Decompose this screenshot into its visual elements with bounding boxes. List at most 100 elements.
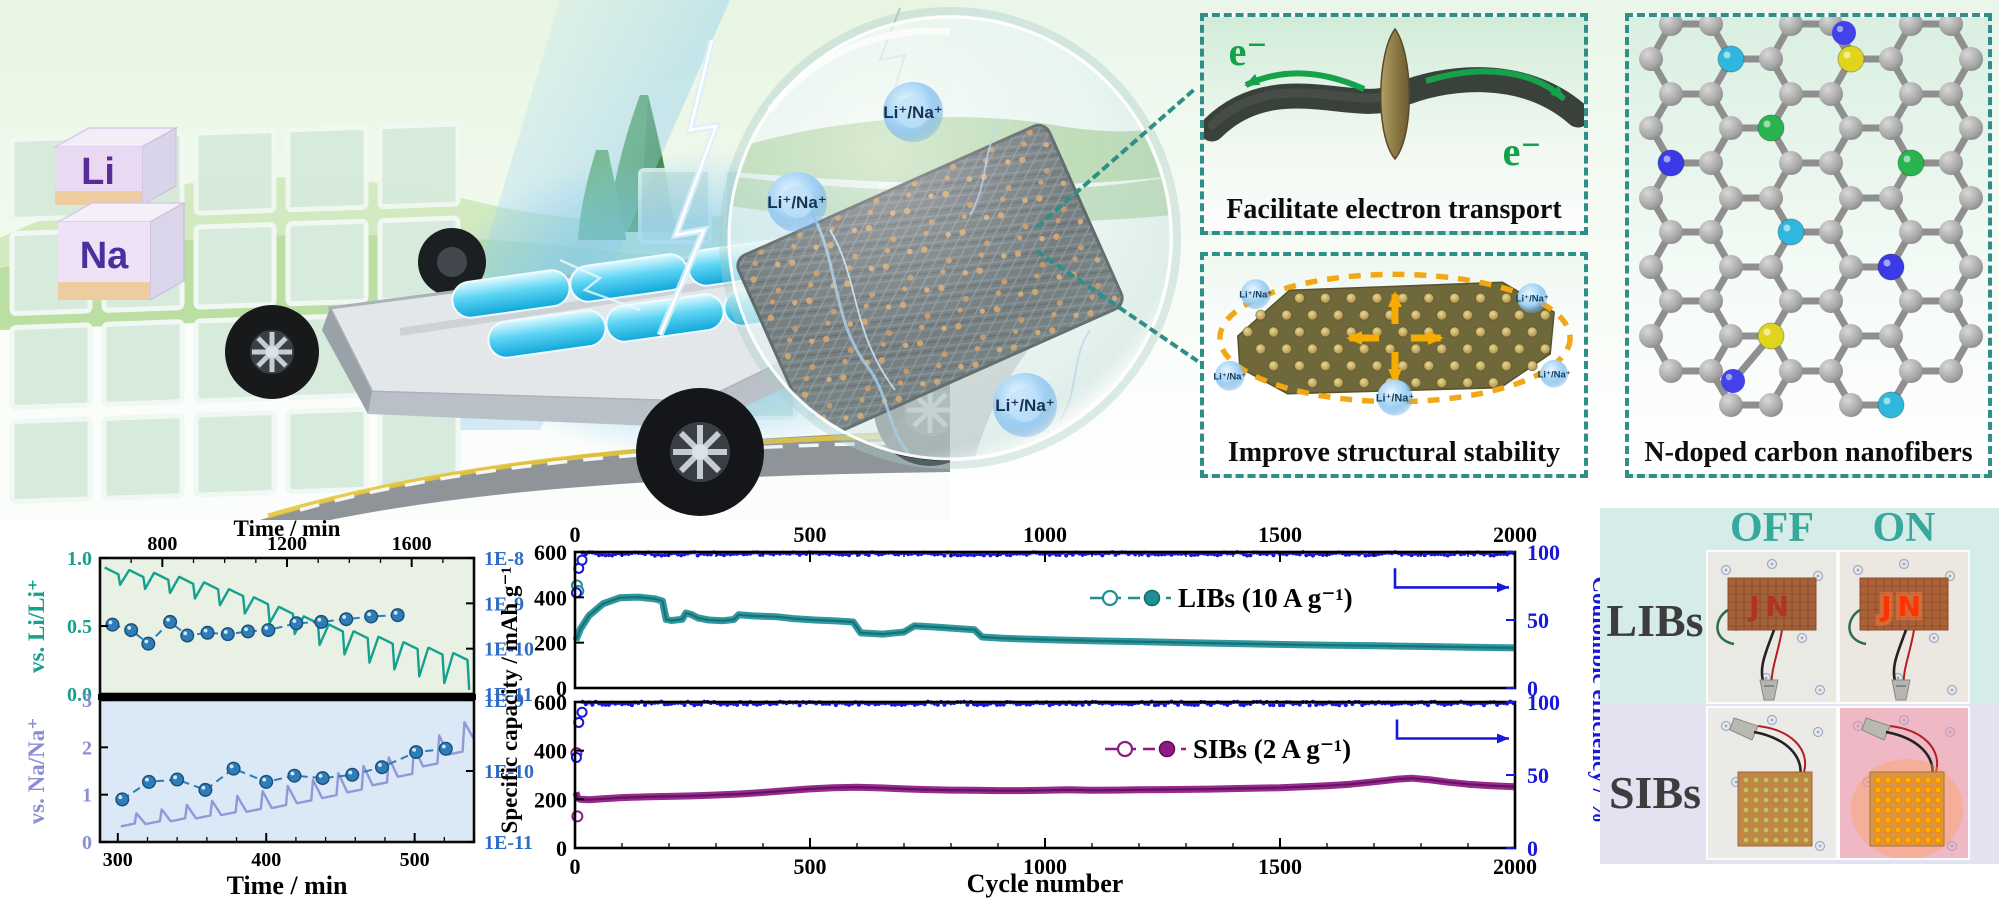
ion-badge: Li⁺/Na⁺	[883, 82, 943, 142]
ce-point	[965, 702, 970, 707]
electron-arrow-left	[1244, 70, 1366, 92]
ce-point	[965, 552, 970, 558]
diffusion-point	[200, 625, 215, 640]
ce-point	[1488, 553, 1493, 558]
ce-point	[994, 702, 1000, 707]
ce-point	[942, 553, 947, 558]
led-dot	[1772, 776, 1780, 784]
led-letters-off: JN	[1747, 590, 1795, 623]
ce-point	[975, 702, 980, 707]
ce-point	[840, 552, 845, 557]
ce-point	[1100, 553, 1105, 558]
logo-watermark	[1944, 726, 1956, 738]
ce-point	[1271, 553, 1276, 558]
dopant-atom	[1657, 149, 1685, 177]
diffusion-point	[220, 627, 235, 642]
tick-label: 0	[1527, 836, 1538, 861]
ce-point	[744, 702, 750, 707]
led-dot	[1762, 806, 1770, 814]
led-dot	[1894, 826, 1902, 834]
ce-point	[912, 702, 917, 707]
tick-label: 50	[1527, 763, 1549, 788]
logo-watermark	[1946, 840, 1958, 852]
led-dot	[1792, 786, 1800, 794]
logo-watermark	[1720, 720, 1732, 732]
tick-label: 1E-11	[484, 832, 533, 854]
dopant-atom	[1757, 114, 1785, 142]
ce-point	[1208, 702, 1214, 708]
diffusion-point	[115, 792, 130, 807]
ce-point	[998, 702, 1003, 707]
ce-point	[1495, 702, 1500, 707]
tick-label: 400	[251, 849, 281, 871]
ce-point	[1307, 703, 1312, 708]
carbon-atom	[1699, 17, 1723, 36]
ce-point	[988, 553, 993, 558]
ce-point	[846, 702, 852, 707]
carbon-atom	[1899, 220, 1923, 244]
tick-label: 0.0	[67, 684, 92, 706]
caption-structural-stability: Improve structural stability	[1227, 437, 1561, 468]
wire	[1848, 608, 1867, 646]
ce-axis-arrow	[1393, 568, 1509, 593]
ce-point	[1215, 553, 1220, 558]
carbon-atom	[1879, 116, 1903, 140]
ce-axis-arrow	[1395, 719, 1509, 744]
carbon-atom	[1659, 220, 1683, 244]
carbon-atom	[1959, 324, 1983, 348]
ce-point	[955, 553, 960, 558]
diffusion-point	[105, 617, 120, 632]
carbon-atom	[1959, 186, 1983, 210]
carbon-atom	[1759, 186, 1783, 210]
led-dot	[1914, 826, 1922, 834]
glass-panel	[377, 121, 461, 210]
active-particle	[1380, 27, 1410, 161]
diffusion-point	[198, 782, 213, 797]
legend-open-marker	[1101, 589, 1119, 607]
legend-label: LIBs (10 A g⁻¹)	[1178, 583, 1353, 613]
ce-point	[629, 702, 634, 708]
carbon-atom	[1819, 289, 1843, 313]
glass-panel	[193, 410, 277, 498]
carbon-atom	[1759, 47, 1783, 71]
dopant-atom	[1717, 45, 1745, 73]
tick-label: 300	[103, 849, 133, 871]
logo-watermark	[1852, 564, 1864, 576]
led-dot	[1934, 796, 1942, 804]
ce-point	[610, 553, 615, 558]
led-dot	[1884, 806, 1892, 814]
ce-point	[856, 552, 861, 557]
carbon-atom	[1879, 186, 1903, 210]
led-letters-glow: JN	[1879, 590, 1927, 623]
glass-panel	[193, 222, 277, 310]
carbon-atom	[1719, 186, 1743, 210]
led-dot	[1914, 816, 1922, 824]
ce-point	[1064, 553, 1069, 558]
caption-ndoped-carbon: N-doped carbon nanofibers	[1644, 437, 1973, 468]
alligator-clip	[1861, 717, 1891, 741]
logo-watermark	[1796, 632, 1808, 644]
ce-point	[1024, 552, 1029, 557]
diffusion-point	[163, 614, 178, 629]
tick-label: 0.5	[67, 616, 92, 638]
diffusion-point	[241, 624, 256, 639]
ce-point	[1080, 702, 1085, 707]
led-dot	[1904, 776, 1912, 784]
carbon-atom	[1719, 393, 1743, 417]
carbon-atom	[1899, 289, 1923, 313]
logo-watermark	[1766, 714, 1778, 726]
led-dot	[1924, 796, 1932, 804]
ce-point	[603, 702, 608, 707]
logo-watermark	[1852, 720, 1864, 732]
carbon-atom	[1759, 255, 1783, 279]
ion-label: Li⁺/Na⁺	[995, 396, 1055, 415]
ce-point	[958, 553, 963, 558]
tick-label: 0	[570, 522, 581, 547]
led-dot	[1792, 816, 1800, 824]
led-dot	[1934, 826, 1942, 834]
glass-panel	[285, 406, 369, 495]
ce-point	[932, 552, 937, 557]
led-dot	[1802, 806, 1810, 814]
